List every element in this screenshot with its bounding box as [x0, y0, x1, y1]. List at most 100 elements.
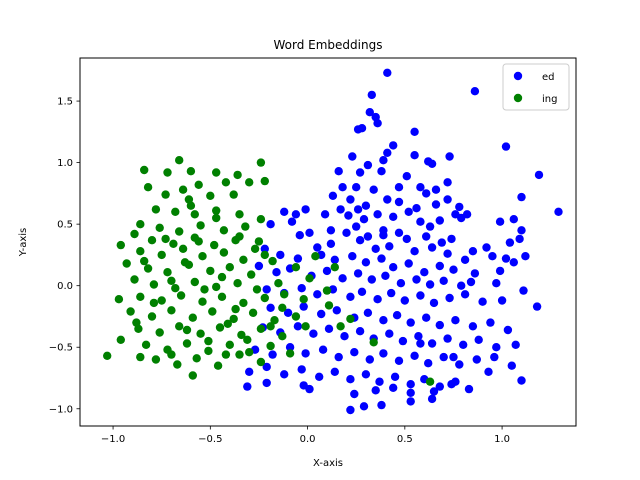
point-ed-67 [437, 238, 446, 247]
point-ed-110 [353, 269, 363, 278]
legend-box [502, 63, 570, 111]
point-ed-54 [509, 215, 518, 224]
point-ing-103 [188, 371, 197, 380]
point-ed-226 [394, 197, 404, 207]
point-ed-223 [313, 243, 322, 252]
point-ing-40 [198, 252, 207, 261]
point-ed-135 [478, 297, 487, 306]
point-ing-39 [178, 244, 188, 253]
point-ed-203 [484, 367, 493, 376]
point-ing-111 [266, 322, 275, 331]
point-ed-126 [346, 292, 355, 301]
point-ing-107 [167, 350, 176, 359]
point-ed-50 [425, 222, 435, 231]
point-ed-98 [420, 268, 429, 277]
point-ed-195 [361, 370, 371, 379]
point-ed-164 [414, 332, 423, 341]
point-ed-44 [344, 211, 353, 220]
chart-title: Word Embeddings [274, 38, 383, 52]
point-ed-76 [326, 226, 336, 235]
point-ing-69 [280, 290, 289, 299]
point-ing-88 [278, 332, 287, 341]
point-ing-2 [163, 168, 172, 177]
y-ticks: −1.0 −0.5 0.0 0.5 1.0 1.5 [49, 97, 80, 415]
point-ed-30 [394, 183, 404, 192]
point-ed-75 [305, 228, 314, 237]
point-ed-220 [449, 352, 458, 362]
point-ed-152 [486, 318, 495, 327]
point-ed-206 [262, 378, 271, 388]
point-ing-74 [167, 306, 176, 315]
point-ing-77 [229, 314, 238, 324]
point-ed-127 [357, 287, 367, 296]
x-tick-label: 0.0 [300, 434, 316, 445]
point-ed-147 [406, 318, 415, 327]
point-ing-98 [151, 355, 161, 364]
point-ed-132 [429, 298, 439, 308]
point-ed-99 [435, 261, 444, 271]
point-ing-76 [208, 307, 217, 316]
point-ed-215 [377, 400, 386, 410]
point-ed-214 [447, 380, 456, 389]
point-ing-128 [167, 276, 176, 285]
point-ed-136 [497, 296, 507, 305]
y-tick-label: 1.0 [57, 158, 73, 169]
point-ed-208 [305, 384, 314, 394]
point-ing-114 [336, 322, 345, 331]
point-ing-33 [210, 240, 219, 250]
point-ing-52 [130, 275, 139, 284]
point-ing-63 [157, 296, 166, 305]
point-ed-53 [495, 217, 505, 226]
point-ed-178 [365, 355, 374, 364]
point-ing-92 [182, 339, 192, 348]
point-ing-27 [241, 222, 250, 231]
point-ing-3 [186, 167, 196, 176]
point-ed-211 [389, 383, 398, 392]
point-ed-95 [377, 254, 386, 263]
point-ing-113 [322, 286, 332, 295]
point-ing-21 [235, 210, 244, 219]
point-ed-3 [367, 90, 376, 100]
point-ing-37 [136, 247, 145, 256]
point-ed-96 [389, 263, 398, 272]
point-ed-227 [353, 205, 363, 214]
point-ed-182 [424, 359, 433, 368]
point-ing-5 [233, 170, 242, 180]
point-ing-4 [212, 168, 221, 177]
point-ing-66 [217, 292, 227, 301]
point-ed-151 [468, 322, 478, 331]
point-ed-78 [355, 236, 365, 245]
point-ing-67 [239, 298, 248, 308]
y-axis-label: Y-axis [18, 228, 29, 258]
point-ed-119 [492, 279, 501, 288]
point-ed-17 [445, 152, 454, 161]
point-ing-93 [204, 346, 213, 356]
point-ing-59 [274, 279, 283, 288]
point-ing-22 [136, 220, 145, 229]
point-ed-113 [396, 279, 406, 288]
point-ed-189 [262, 362, 271, 372]
point-ing-42 [239, 255, 248, 264]
point-ed-55 [517, 226, 526, 235]
point-ing-54 [171, 284, 180, 293]
point-ing-41 [219, 248, 229, 257]
point-ed-160 [355, 327, 365, 336]
point-ing-25 [196, 221, 205, 230]
point-ing-116 [324, 301, 334, 310]
point-ing-125 [254, 237, 264, 246]
legend-marker-ed [513, 71, 523, 81]
point-ed-205 [243, 382, 252, 391]
point-ed-194 [346, 375, 355, 384]
point-ed-13 [348, 152, 357, 161]
point-ed-21 [355, 168, 365, 177]
point-ed-46 [373, 210, 382, 219]
point-ed-45 [359, 215, 369, 224]
point-ed-48 [404, 207, 413, 216]
point-ed-31 [422, 189, 431, 198]
point-ing-23 [155, 223, 164, 232]
point-ing-129 [182, 325, 192, 335]
point-ing-71 [114, 295, 124, 304]
point-ed-86 [501, 254, 511, 263]
point-ed-16 [427, 159, 437, 168]
